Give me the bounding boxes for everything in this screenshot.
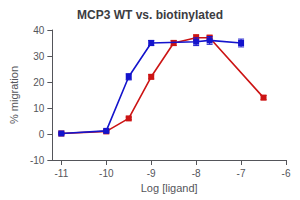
svg-text:20: 20	[33, 77, 45, 88]
svg-text:-10: -10	[99, 168, 114, 179]
svg-text:-10: -10	[30, 155, 45, 166]
svg-text:Log [ligand]: Log [ligand]	[141, 182, 198, 194]
svg-text:0: 0	[39, 129, 45, 140]
svg-text:-9: -9	[147, 168, 156, 179]
svg-text:-7: -7	[237, 168, 246, 179]
svg-text:40: 40	[33, 25, 45, 36]
svg-text:MCP3 WT vs. biotinylated: MCP3 WT vs. biotinylated	[77, 8, 223, 22]
svg-text:-8: -8	[192, 168, 201, 179]
svg-text:-11: -11	[54, 168, 68, 179]
svg-text:% migration: % migration	[8, 66, 20, 124]
svg-text:10: 10	[33, 103, 45, 114]
svg-text:-6: -6	[282, 168, 291, 179]
svg-text:30: 30	[33, 51, 45, 62]
